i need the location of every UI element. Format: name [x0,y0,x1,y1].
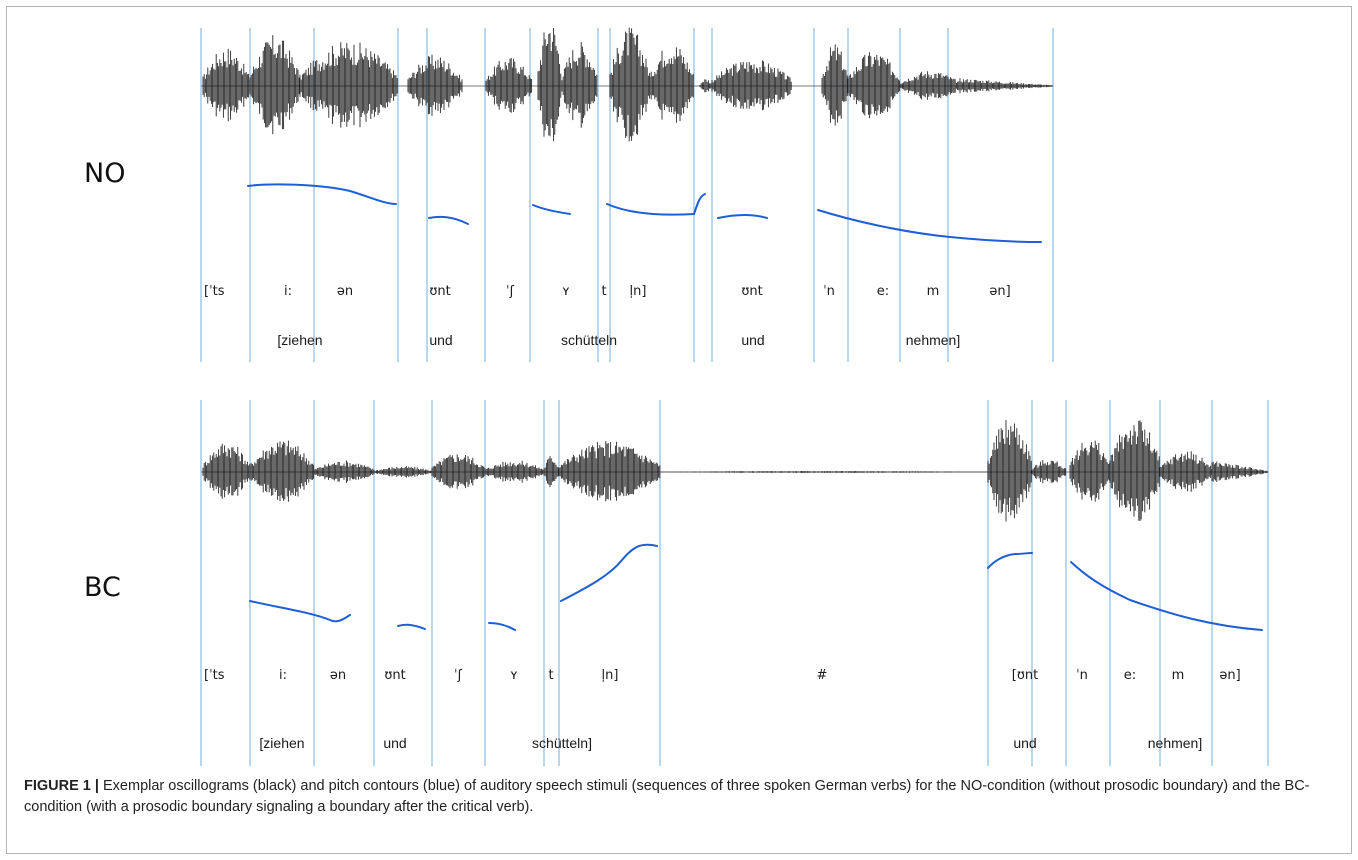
phone-label: # [817,668,828,683]
pitch-contour-segment [560,543,658,602]
word-tier-no: [ziehen und schütteln und nehmen] [277,332,960,348]
phone-label: [ˈts [204,284,225,299]
phone-label: [ˈts [204,668,225,683]
phone-label: i: [279,668,287,683]
phone-label: ən [337,284,353,299]
phone-label: ˈn [823,284,835,299]
word-label: [ziehen [259,735,304,751]
phone-tier-no: [ˈts i: ən ʊnt ˈʃ ʏ t l̩n] ʊnt ˈn e: m ə… [204,284,1011,299]
pitch-contour-segment [249,600,351,623]
word-label: und [429,332,452,348]
figure-frame [6,6,1352,854]
pitch-contour-segment [428,215,469,225]
phone-label: ʊnt [384,668,405,683]
phone-label: ən] [989,284,1010,299]
phone-tier-bc: [ˈts i: ən ʊnt ˈʃ ʏ t l̩n] # [ʊnt ˈn e: … [204,668,1241,683]
word-label: [ziehen [277,332,322,348]
figure-graphic: [ˈts i: ən ʊnt ˈʃ ʏ t l̩n] ʊnt ˈn e: m ə… [200,27,1269,766]
caption-text: Exemplar oscillograms (black) and pitch … [24,778,1310,815]
word-label: schütteln] [532,735,592,751]
caption-lead: FIGURE 1 | [24,778,99,794]
word-label: nehmen] [906,332,960,348]
pitch-contour-segment [987,552,1033,569]
pitch-contour-segment [488,622,516,631]
word-tier-bc: [ziehen und schütteln] und nehmen] [259,735,1202,751]
condition-label-no: NO [84,158,126,189]
waveform-trace [202,27,1053,142]
pitch-contour-segment [717,214,768,219]
phone-label: ˈʃ [506,284,515,299]
oscillogram-no [201,27,1053,142]
segment-boundaries-bc [200,400,1269,766]
phone-label: ʏ [562,284,570,299]
phone-label: ən [330,668,346,683]
word-label: nehmen] [1148,735,1202,751]
word-label: und [741,332,764,348]
phone-label: ʏ [510,668,518,683]
phone-label: t [548,668,553,683]
word-label: und [383,735,406,751]
pitch-contour-segment [817,209,1042,243]
phone-label: l̩n] [602,668,619,683]
waveform-trace [202,419,1268,522]
condition-label-bc: BC [84,572,121,603]
phone-label: ʊnt [741,284,762,299]
phone-label: e: [1124,668,1136,683]
panel-bc: [ˈts i: ən ʊnt ˈʃ ʏ t l̩n] # [ʊnt ˈn e: … [200,400,1269,766]
word-label: schütteln [561,332,617,348]
pitch-contour-segment [397,623,426,630]
phone-label: ən] [1219,668,1240,683]
pitch-contour-bc [249,543,1263,631]
word-label: und [1013,735,1036,751]
pitch-contour-segment [606,193,706,216]
phone-label: m [927,284,940,299]
oscillogram-bc [201,419,1268,522]
phone-label: [ʊnt [1012,668,1038,683]
phone-label: l̩n] [630,284,647,299]
phone-label: i: [284,284,292,299]
phone-label: ˈʃ [454,668,463,683]
figure-caption: FIGURE 1 | Exemplar oscillograms (black)… [24,776,1334,818]
phone-label: e: [877,284,889,299]
phone-label: ʊnt [429,284,450,299]
panel-no: [ˈts i: ən ʊnt ˈʃ ʏ t l̩n] ʊnt ˈn e: m ə… [200,27,1054,362]
pitch-contour-segment [247,183,397,205]
pitch-contour-segment [1070,561,1263,631]
phone-label: m [1172,668,1185,683]
phone-label: ˈn [1076,668,1088,683]
pitch-contour-no [247,183,1042,243]
pitch-contour-segment [532,204,571,215]
phone-label: t [601,284,606,299]
